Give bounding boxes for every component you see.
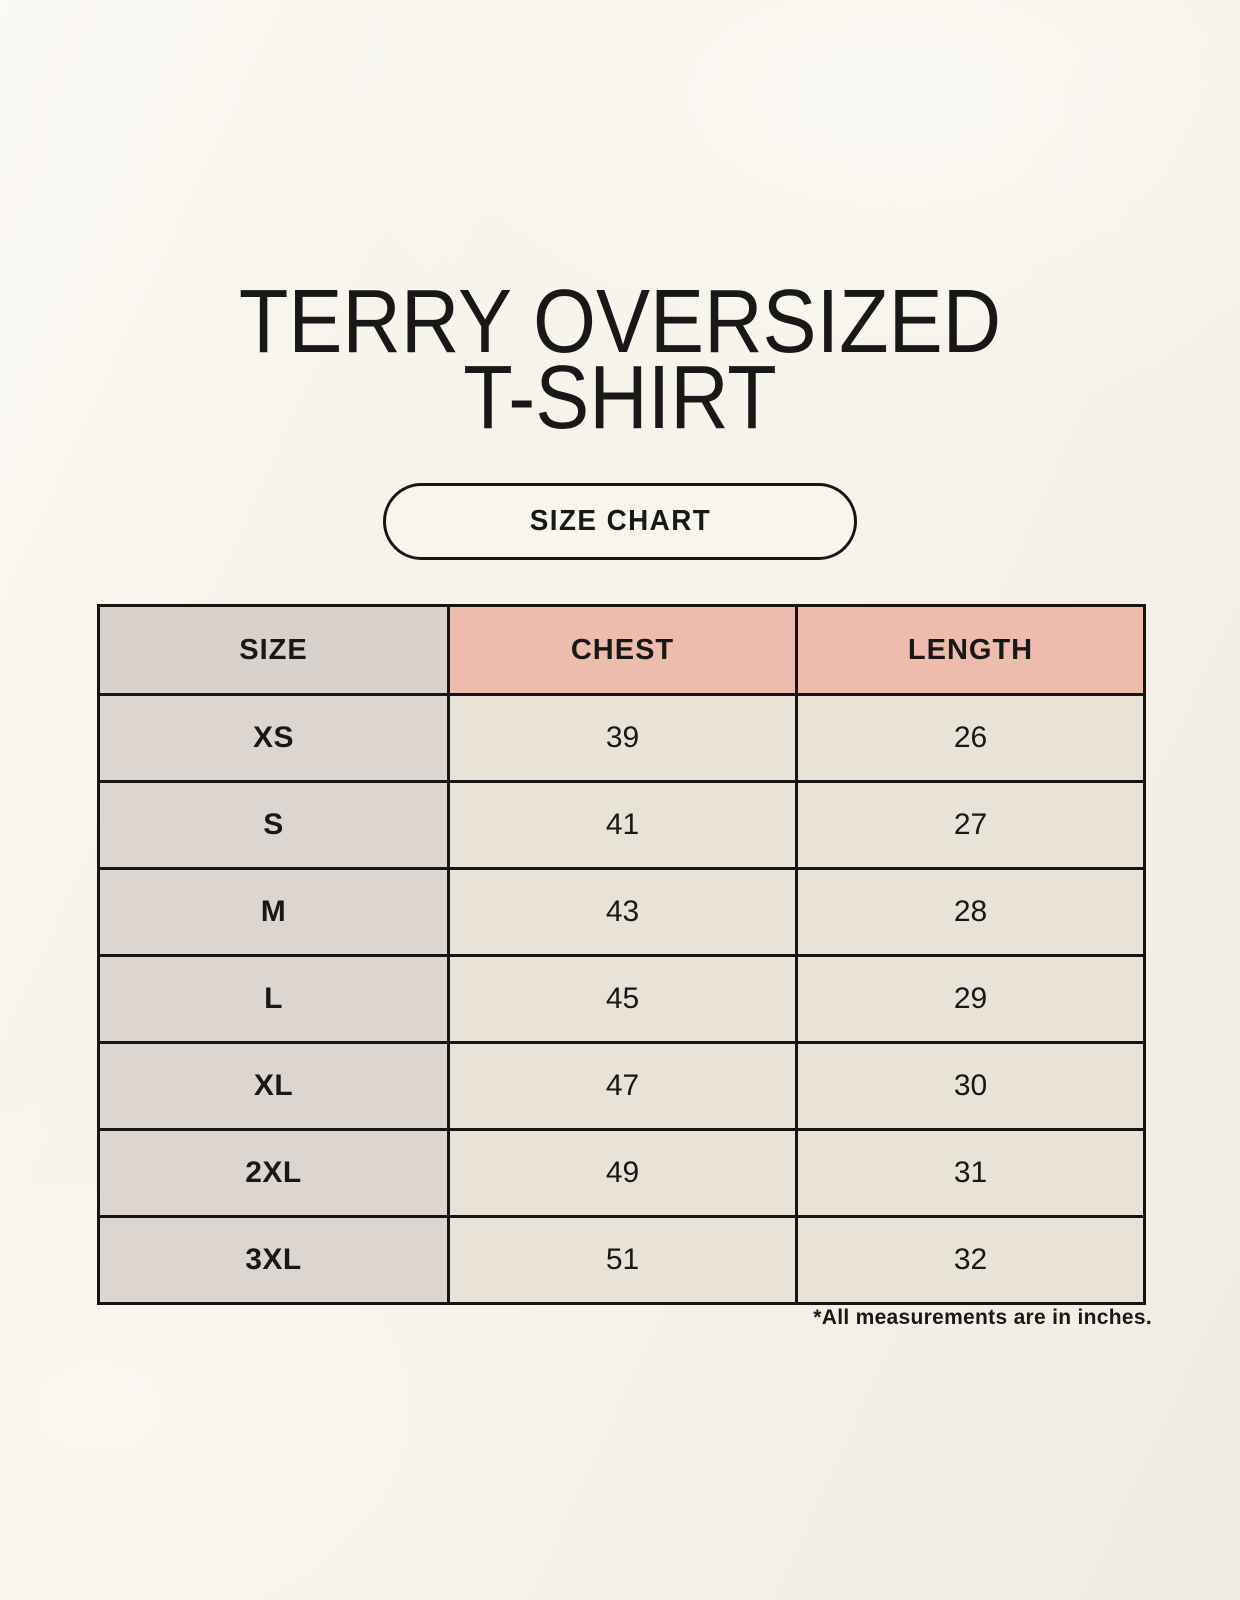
table-header: SIZE CHEST LENGTH	[97, 604, 1146, 696]
size-cell: M	[97, 867, 450, 957]
length-cell: 31	[795, 1128, 1146, 1218]
size-cell: S	[97, 780, 450, 870]
column-header-size: SIZE	[97, 604, 450, 696]
size-cell: XL	[97, 1041, 450, 1131]
measurements-footnote: *All measurements are in inches.	[813, 1306, 1152, 1329]
size-cell: XS	[97, 693, 450, 783]
chest-cell: 45	[447, 954, 798, 1044]
length-cell: 27	[795, 780, 1146, 870]
length-cell: 32	[795, 1215, 1146, 1305]
size-cell: 2XL	[97, 1128, 450, 1218]
length-cell: 29	[795, 954, 1146, 1044]
column-header-length: LENGTH	[795, 604, 1146, 696]
table-row: S 41 27	[97, 780, 1146, 870]
length-cell: 26	[795, 693, 1146, 783]
page-title-line2: T-SHIRT	[463, 348, 777, 448]
size-chart-table: SIZE CHEST LENGTH XS 39 26 S 41 27 M 43 28 L 45 29 X…	[97, 604, 1146, 1305]
table-header-row: SIZE CHEST LENGTH	[97, 604, 1146, 696]
size-cell: L	[97, 954, 450, 1044]
table-body: XS 39 26 S 41 27 M 43 28 L 45 29 XL 47 30 2XL 49 31 3XL 51 3…	[97, 693, 1146, 1305]
length-cell: 30	[795, 1041, 1146, 1131]
page-title: TERRY OVERSIZED T-SHIRT	[62, 277, 1178, 443]
chest-cell: 51	[447, 1215, 798, 1305]
size-chart-button-label: SIZE CHART	[529, 505, 711, 537]
table-row: 2XL 49 31	[97, 1128, 1146, 1218]
table-row: M 43 28	[97, 867, 1146, 957]
column-header-chest: CHEST	[447, 604, 798, 696]
chest-cell: 39	[447, 693, 798, 783]
table-row: L 45 29	[97, 954, 1146, 1044]
chest-cell: 41	[447, 780, 798, 870]
chest-cell: 49	[447, 1128, 798, 1218]
table-row: XS 39 26	[97, 693, 1146, 783]
chest-cell: 43	[447, 867, 798, 957]
chest-cell: 47	[447, 1041, 798, 1131]
length-cell: 28	[795, 867, 1146, 957]
table-row: 3XL 51 32	[97, 1215, 1146, 1305]
size-cell: 3XL	[97, 1215, 450, 1305]
table-row: XL 47 30	[97, 1041, 1146, 1131]
page-title-line1: TERRY OVERSIZED	[238, 272, 1002, 372]
size-chart-button[interactable]: SIZE CHART	[383, 483, 857, 560]
